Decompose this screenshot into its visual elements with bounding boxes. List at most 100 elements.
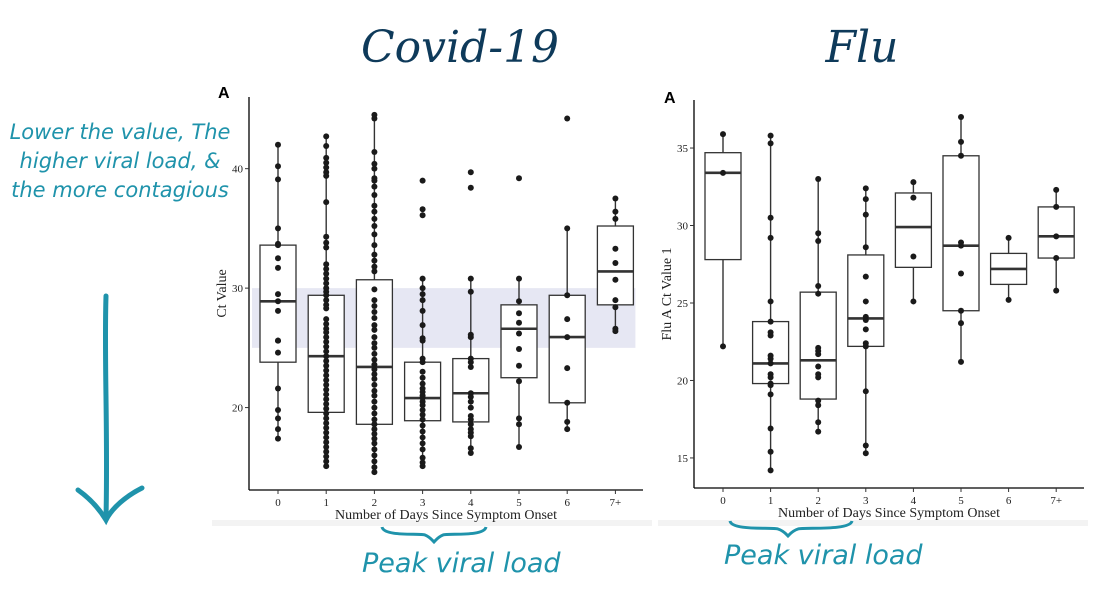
data-point bbox=[419, 380, 426, 387]
data-point bbox=[1053, 255, 1060, 262]
data-point bbox=[419, 297, 426, 304]
data-point bbox=[767, 355, 774, 362]
data-point bbox=[371, 356, 378, 363]
data-point bbox=[275, 298, 281, 305]
data-point bbox=[767, 214, 774, 221]
peak-label-flu: Peak viral load bbox=[724, 540, 923, 571]
data-point bbox=[419, 416, 426, 423]
data-point bbox=[275, 385, 281, 392]
data-point bbox=[323, 244, 330, 251]
data-point bbox=[323, 357, 330, 364]
data-point bbox=[862, 244, 869, 251]
data-point bbox=[323, 348, 330, 355]
covid-box-day-5 bbox=[500, 175, 538, 450]
data-point bbox=[815, 397, 822, 404]
data-point bbox=[516, 346, 522, 353]
data-point bbox=[323, 453, 330, 460]
flu-box-day-5 bbox=[942, 114, 980, 365]
data-point bbox=[371, 452, 378, 459]
data-point bbox=[371, 361, 378, 368]
data-point bbox=[1005, 296, 1012, 303]
data-point bbox=[371, 297, 378, 304]
data-point bbox=[371, 410, 378, 417]
data-point bbox=[371, 435, 378, 442]
data-point bbox=[720, 169, 726, 176]
data-point bbox=[767, 391, 774, 398]
data-point bbox=[419, 337, 426, 344]
data-point bbox=[371, 165, 378, 172]
data-point bbox=[958, 152, 964, 159]
data-point bbox=[275, 255, 281, 262]
data-point bbox=[371, 223, 378, 230]
data-point bbox=[371, 160, 378, 167]
data-point bbox=[323, 142, 330, 149]
data-point bbox=[371, 183, 378, 190]
data-point bbox=[767, 382, 774, 389]
flu-y-axis-label: Flu A Ct Value 1 bbox=[660, 247, 675, 340]
box bbox=[704, 152, 742, 261]
data-point bbox=[516, 443, 522, 450]
data-point bbox=[862, 450, 869, 457]
flu-box-day-0 bbox=[704, 131, 742, 350]
data-point bbox=[371, 398, 378, 405]
data-point bbox=[419, 411, 426, 418]
data-point bbox=[371, 421, 378, 428]
data-point bbox=[419, 374, 426, 381]
flu-y-tick-label: 20 bbox=[677, 375, 689, 387]
data-point bbox=[371, 215, 378, 222]
data-point bbox=[419, 291, 426, 298]
data-point bbox=[371, 303, 378, 310]
data-point bbox=[612, 297, 619, 304]
data-point bbox=[467, 393, 474, 400]
data-point bbox=[323, 424, 330, 431]
data-point bbox=[862, 298, 869, 305]
data-point bbox=[564, 225, 571, 232]
flu-x-tick-label: 5 bbox=[958, 495, 964, 507]
flu-x-tick-label: 1 bbox=[768, 495, 774, 507]
covid-box-day-7+ bbox=[596, 195, 635, 335]
data-point bbox=[815, 230, 822, 237]
data-point bbox=[564, 292, 571, 299]
data-point bbox=[467, 334, 474, 341]
data-point bbox=[516, 275, 522, 282]
covid-x-tick-label: 5 bbox=[516, 497, 522, 509]
data-point bbox=[323, 275, 330, 282]
data-point bbox=[275, 242, 281, 249]
data-point bbox=[612, 195, 619, 202]
data-point bbox=[815, 176, 822, 183]
data-point bbox=[419, 177, 426, 184]
data-point bbox=[767, 425, 774, 432]
data-point bbox=[323, 329, 330, 336]
data-point bbox=[323, 396, 330, 403]
data-point bbox=[371, 191, 378, 198]
data-point bbox=[419, 463, 426, 470]
covid-y-tick-label: 30 bbox=[232, 283, 244, 295]
data-point bbox=[516, 330, 522, 337]
data-point bbox=[323, 448, 330, 455]
data-point bbox=[323, 353, 330, 360]
data-point bbox=[958, 320, 964, 327]
covid-x-tick-label: 6 bbox=[564, 497, 570, 509]
data-point bbox=[815, 282, 822, 289]
data-point bbox=[371, 469, 378, 476]
data-point bbox=[323, 391, 330, 398]
data-point bbox=[1053, 186, 1060, 193]
data-point bbox=[516, 378, 522, 385]
data-point bbox=[958, 138, 964, 145]
data-point bbox=[1053, 233, 1060, 240]
box bbox=[1037, 206, 1075, 259]
data-point bbox=[467, 363, 474, 370]
data-point bbox=[767, 140, 774, 147]
data-point bbox=[862, 196, 869, 203]
covid-panel-label: A bbox=[218, 85, 230, 102]
data-point bbox=[323, 164, 330, 171]
covid-bottom-strip bbox=[212, 520, 652, 526]
data-point bbox=[275, 415, 281, 422]
data-point bbox=[323, 415, 330, 422]
data-point bbox=[467, 421, 474, 428]
covid-y-tick-label: 20 bbox=[232, 403, 244, 415]
flu-panel-label: A bbox=[664, 90, 676, 107]
data-point bbox=[862, 317, 869, 324]
data-point bbox=[767, 332, 774, 339]
data-point bbox=[958, 114, 964, 121]
